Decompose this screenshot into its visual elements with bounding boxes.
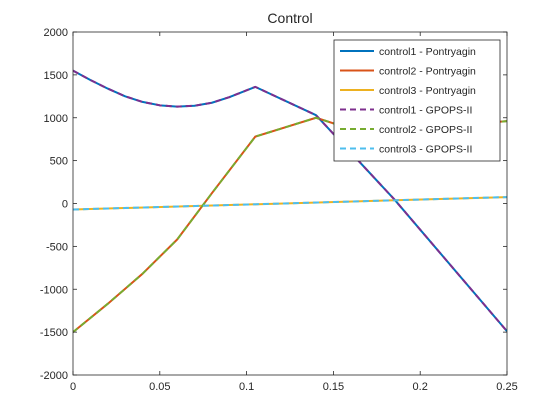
x-tick-label: 0.1 xyxy=(239,381,254,393)
y-tick-label: 0 xyxy=(62,199,68,211)
legend-entry: control2 - GPOPS-II xyxy=(379,124,472,136)
y-tick-label: -500 xyxy=(46,241,68,253)
y-tick-label: -1500 xyxy=(40,327,68,339)
y-tick-label: 500 xyxy=(50,156,68,168)
series-line-control1-gpops-ii xyxy=(73,69,507,332)
x-tick-label: 0.05 xyxy=(149,381,170,393)
series-line-control3-gpops-ii xyxy=(73,196,507,211)
x-tick-label: 0.25 xyxy=(496,381,517,393)
y-tick-label: -2000 xyxy=(40,370,68,382)
x-tick-label: 0.2 xyxy=(413,381,428,393)
x-tick-label: 0.15 xyxy=(323,381,344,393)
legend-entry: control1 - GPOPS-II xyxy=(379,105,472,117)
legend-entry: control3 - GPOPS-II xyxy=(379,144,472,156)
legend-box xyxy=(333,39,501,162)
legend-entry: control1 - Pontryagin xyxy=(379,46,476,58)
legend: control1 - Pontryagin control2 - Pontryag… xyxy=(333,39,501,162)
y-tick-label: 1500 xyxy=(44,70,68,82)
legend-entry: control2 - Pontryagin xyxy=(379,66,476,78)
legend-entry: control3 - Pontryagin xyxy=(379,85,476,97)
y-tick-label: 2000 xyxy=(44,27,68,39)
y-tick-label: 1000 xyxy=(44,113,68,125)
y-tick-label: -1000 xyxy=(40,284,68,296)
axis-layer: 0 0.05 0.1 0.15 0.2 0.25 -2000 -1500 -1000 -500 0 5… xyxy=(40,27,518,393)
chart-title: Control xyxy=(267,10,312,26)
x-tick-label: 0 xyxy=(70,381,76,393)
